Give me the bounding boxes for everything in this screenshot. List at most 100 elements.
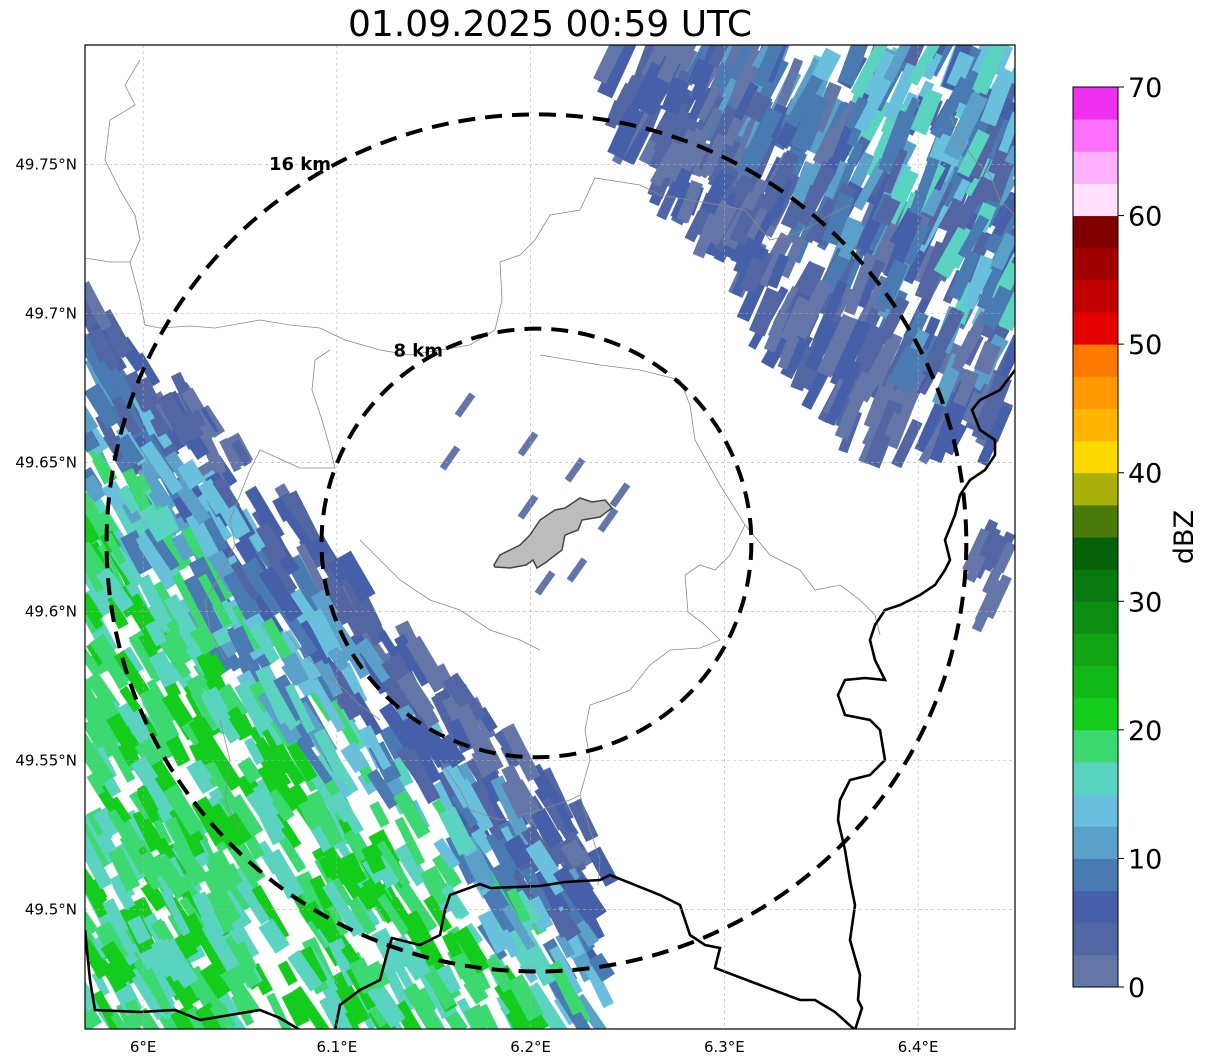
echo-cell <box>376 840 411 888</box>
echo-cell <box>751 45 785 71</box>
echo-cell <box>114 433 145 468</box>
echo-cell <box>553 865 599 924</box>
echo-cell <box>796 165 837 227</box>
echo-cell <box>735 65 762 107</box>
echo-cell <box>177 459 206 490</box>
echo-cell <box>679 129 710 173</box>
echo-cell <box>517 494 539 520</box>
echo-cell <box>327 646 350 672</box>
y-tick-label: 49.7°N <box>25 304 77 322</box>
echo-cell <box>758 150 800 213</box>
echo-cell <box>107 333 128 359</box>
echo-cell <box>909 156 940 216</box>
echo-cell <box>804 317 840 372</box>
echo-cell <box>227 625 255 658</box>
colorbar-segment <box>1073 504 1118 538</box>
echo-cell <box>439 445 461 471</box>
echo-cell <box>367 768 399 810</box>
plot-title: 01.09.2025 00:59 UTC <box>347 4 753 45</box>
echo-cell <box>105 659 129 690</box>
colorbar-segment <box>1073 569 1118 602</box>
echo-cell <box>609 482 631 508</box>
echo-cell <box>130 755 159 786</box>
echo-cell <box>773 57 804 115</box>
axes-frame <box>84 44 1016 1030</box>
echo-cell <box>369 801 390 828</box>
echo-cell <box>281 990 310 1028</box>
echo-cell <box>971 373 1012 442</box>
echo-cell <box>925 306 965 366</box>
echo-cell <box>454 703 491 757</box>
echo-cell <box>303 900 329 930</box>
echo-cell <box>115 744 135 768</box>
admin-boundaries <box>85 59 1015 886</box>
echo-cell <box>120 530 156 575</box>
echo-cell <box>438 806 476 856</box>
echo-cell <box>501 904 536 951</box>
echo-cell <box>994 541 1015 574</box>
colorbar-segment <box>1073 890 1118 924</box>
echo-cell <box>305 608 343 658</box>
echo-cell <box>521 866 556 921</box>
echo-cell <box>248 623 281 665</box>
echo-cell <box>393 843 429 887</box>
echo-cell <box>697 85 722 122</box>
echo-cell <box>875 259 909 310</box>
echo-cell <box>463 976 489 1005</box>
radar-site-marker <box>493 497 614 570</box>
echo-cell <box>506 887 531 924</box>
echo-cell <box>827 117 856 174</box>
echo-cell <box>549 945 583 996</box>
echo-cell <box>463 922 484 946</box>
echo-cell <box>152 504 180 538</box>
echo-cell <box>245 788 285 836</box>
colorbar-segment <box>1073 762 1118 795</box>
echo-cell <box>957 70 982 106</box>
echo-cell <box>293 870 329 919</box>
echo-cell <box>560 839 588 869</box>
echo-cell <box>252 741 292 791</box>
colorbar-segment <box>1073 665 1118 699</box>
echo-cell <box>347 896 377 936</box>
echo-cell <box>875 295 910 346</box>
echo-cell <box>355 637 393 684</box>
echo-cell <box>850 45 888 98</box>
echo-cell <box>137 574 172 627</box>
echo-cell <box>966 45 1007 88</box>
echo-cell <box>156 391 196 445</box>
echo-cell <box>85 421 101 453</box>
echo-cell <box>85 592 104 624</box>
colorbar-frame <box>1072 86 1119 988</box>
colorbar-tick-label: 40 <box>1128 459 1162 490</box>
y-tick-label: 49.65°N <box>15 453 77 471</box>
echo-cell <box>725 45 751 66</box>
echo-cell <box>780 295 813 344</box>
echo-cell <box>973 340 1001 376</box>
echo-cell <box>464 1003 491 1029</box>
admin-boundary <box>104 59 141 263</box>
echo-cell <box>471 780 501 826</box>
echo-cell <box>450 793 479 828</box>
echo-cell <box>447 716 477 754</box>
admin-boundary <box>219 719 241 831</box>
echo-cell <box>224 912 260 960</box>
echo-cell <box>837 45 875 87</box>
echo-cell <box>368 1003 391 1028</box>
echo-cell <box>192 714 229 768</box>
border-germany-luxembourg <box>836 369 1015 1029</box>
echo-cell <box>86 327 114 363</box>
echo-cell <box>471 827 495 855</box>
echo-cell <box>274 746 306 787</box>
colorbar-tick-label: 50 <box>1128 330 1162 361</box>
echo-cell <box>92 990 123 1029</box>
echo-cell <box>857 277 877 309</box>
echo-cell <box>85 879 108 919</box>
echo-cell <box>812 280 848 345</box>
echo-cell <box>85 856 108 905</box>
echo-cell <box>935 340 962 377</box>
echo-cell <box>453 926 492 974</box>
range-ring-label: 16 km <box>269 154 331 175</box>
echo-cell <box>952 369 980 408</box>
echo-cell <box>148 650 180 689</box>
echo-cell <box>891 418 923 469</box>
